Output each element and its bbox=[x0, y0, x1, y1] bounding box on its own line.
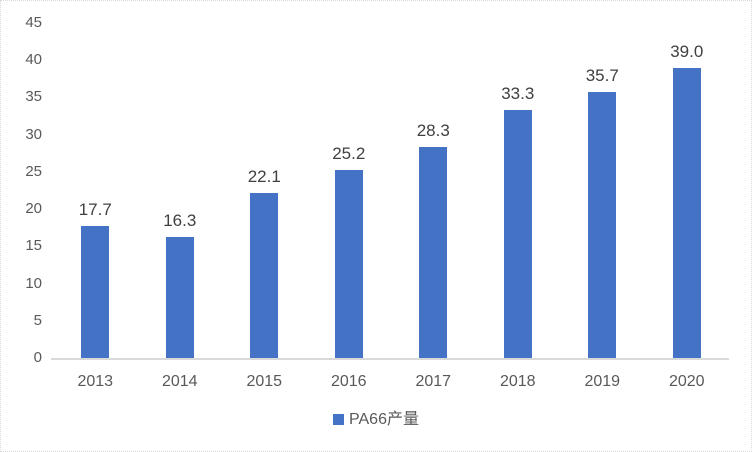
x-axis-line bbox=[51, 358, 729, 360]
bar-2016 bbox=[334, 170, 363, 358]
y-tick-label: 0 bbox=[33, 349, 42, 366]
data-label-2019: 35.7 bbox=[585, 66, 619, 86]
y-tick-label: 10 bbox=[25, 274, 42, 292]
x-tick-label-2018: 2018 bbox=[499, 373, 536, 390]
bar-2020 bbox=[672, 67, 701, 358]
y-tick-label: 35 bbox=[25, 88, 42, 106]
legend: PA66产量 bbox=[1, 410, 751, 429]
y-tick-label: 5 bbox=[33, 311, 42, 329]
data-label-2013: 17.7 bbox=[78, 200, 112, 220]
legend-swatch-icon bbox=[333, 414, 345, 425]
data-label-2016: 25.2 bbox=[332, 144, 366, 164]
data-label-2017: 28.3 bbox=[416, 121, 450, 141]
x-tick-label-2014: 2014 bbox=[161, 373, 198, 390]
x-tick-label-2015: 2015 bbox=[246, 373, 283, 390]
data-label-2018: 33.3 bbox=[501, 84, 535, 104]
bar-2013 bbox=[81, 226, 110, 358]
y-tick-label: 40 bbox=[25, 51, 42, 69]
x-tick-label-2019: 2019 bbox=[584, 373, 621, 390]
y-tick-label: 15 bbox=[25, 237, 42, 255]
y-tick-label: 25 bbox=[25, 162, 42, 180]
data-label-2020: 39.0 bbox=[670, 41, 704, 61]
y-tick-label: 30 bbox=[25, 125, 42, 143]
bar-2018 bbox=[503, 110, 532, 358]
y-tick-label: 45 bbox=[25, 14, 42, 31]
x-tick-label-2020: 2020 bbox=[668, 373, 705, 390]
x-tick-label-2013: 2013 bbox=[77, 373, 114, 390]
data-label-2014: 16.3 bbox=[163, 210, 197, 230]
bar-2015 bbox=[250, 193, 279, 358]
y-tick-label: 20 bbox=[25, 200, 42, 218]
legend-label: PA66产量 bbox=[349, 411, 419, 428]
bar-2017 bbox=[419, 147, 448, 358]
bar-2019 bbox=[588, 92, 617, 358]
data-label-2015: 22.1 bbox=[247, 167, 281, 187]
x-tick-label-2016: 2016 bbox=[330, 373, 367, 390]
bar-2014 bbox=[165, 236, 194, 358]
x-tick-label-2017: 2017 bbox=[415, 373, 452, 390]
